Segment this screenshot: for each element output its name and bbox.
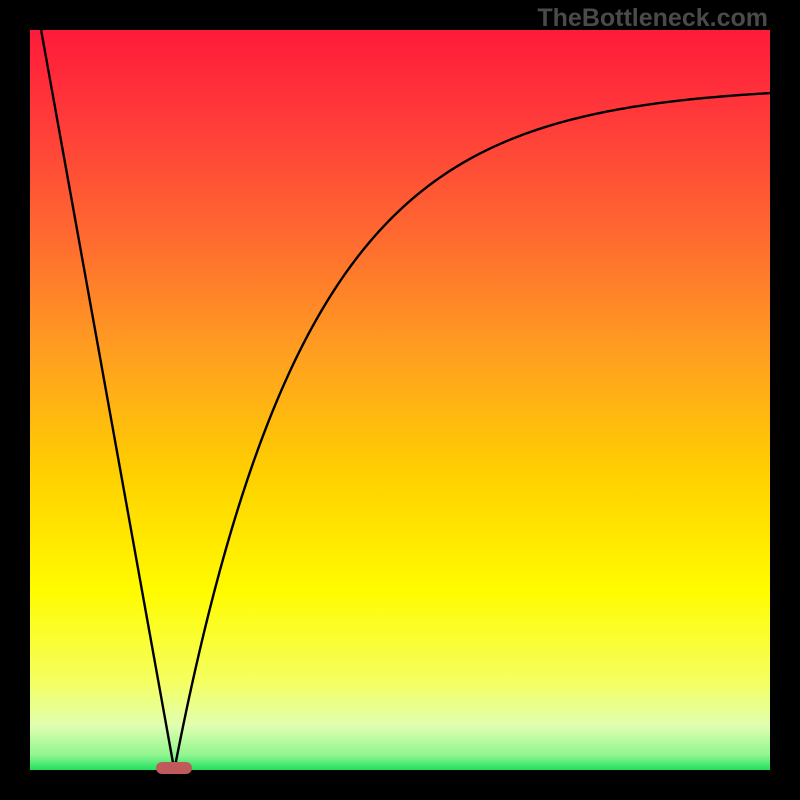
gradient-background — [30, 30, 770, 770]
plot-area — [30, 30, 770, 770]
watermark-text: TheBottleneck.com — [537, 4, 768, 33]
chart-container: TheBottleneck.com — [0, 0, 800, 800]
optimum-marker — [156, 762, 192, 774]
